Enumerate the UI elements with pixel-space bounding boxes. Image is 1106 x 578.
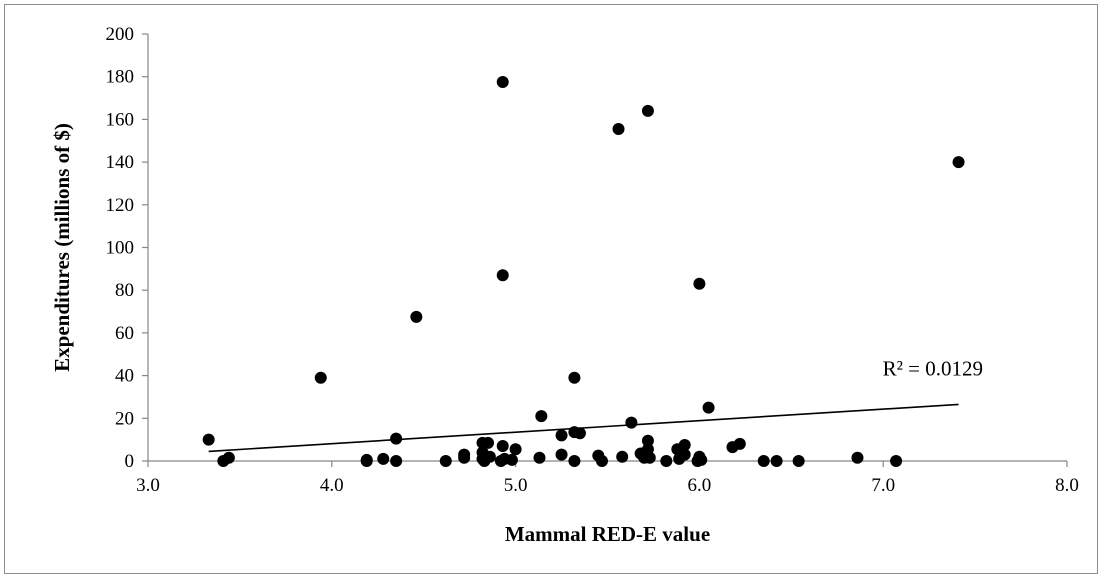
y-tick-label: 20 (115, 408, 134, 429)
data-point (952, 156, 965, 169)
x-tick-label: 6.0 (688, 475, 712, 496)
data-point (496, 269, 509, 282)
labels: 0 20 40 60 80 100 120 140 160 180 200 3.0 4.0 5.0 6.0 7… (50, 24, 1079, 546)
data-point (612, 123, 625, 136)
data-point (390, 455, 403, 467)
data-point (496, 440, 509, 453)
y-tick-label: 120 (106, 195, 135, 216)
y-tick-label: 0 (125, 451, 135, 472)
data-point (792, 455, 805, 467)
data-point (202, 433, 215, 446)
data-point (360, 453, 373, 466)
data-point (695, 453, 708, 466)
x-tick-label: 7.0 (871, 475, 895, 496)
r-squared-annotation: R² = 0.0129 (883, 357, 983, 381)
y-tick-label: 80 (115, 280, 134, 301)
data-point (222, 451, 235, 464)
x-tick-label: 3.0 (136, 475, 160, 496)
y-tick-label: 60 (115, 323, 134, 344)
data-point (573, 427, 586, 440)
data-point (555, 429, 568, 442)
y-tick-label: 140 (106, 152, 135, 173)
data-point (660, 455, 673, 467)
data-point (733, 437, 746, 450)
data-point (770, 455, 783, 467)
x-axis-title: Mammal RED-E value (505, 522, 710, 546)
chart-frame (4, 4, 1098, 574)
data-point (377, 452, 390, 465)
y-tick-label: 100 (106, 238, 135, 259)
data-point (678, 438, 691, 451)
data-point (890, 455, 903, 467)
data-point (482, 436, 495, 449)
data-point (616, 450, 629, 463)
data-point (505, 453, 518, 466)
data-point (314, 371, 327, 384)
y-tick-label: 40 (115, 366, 134, 387)
data-point (678, 448, 691, 461)
x-tick-label: 4.0 (320, 475, 344, 496)
data-point (693, 277, 706, 290)
data-point (641, 434, 654, 447)
data-point (595, 455, 608, 467)
y-tick-label: 160 (106, 109, 135, 130)
data-point (568, 371, 581, 384)
trendline (208, 403, 959, 453)
trendline-group (208, 403, 959, 453)
data-point (458, 451, 471, 464)
data-point (851, 451, 864, 464)
data-point (702, 401, 715, 414)
data-point (533, 451, 546, 464)
data-point (625, 416, 638, 429)
data-point (568, 455, 581, 467)
y-tick-label: 200 (106, 24, 135, 45)
x-tick-label: 5.0 (504, 475, 528, 496)
data-point (555, 448, 568, 461)
data-point (439, 455, 452, 467)
data-point (410, 310, 423, 323)
x-tick-label: 8.0 (1055, 475, 1079, 496)
data-point (535, 410, 548, 423)
data-point (483, 450, 496, 463)
axes (142, 33, 1068, 467)
y-tick-label: 180 (106, 67, 135, 88)
y-axis-title: Expenditures (millions of $) (50, 123, 74, 372)
data-point (641, 104, 654, 117)
data-point (390, 432, 403, 445)
data-point (496, 76, 509, 89)
data-point (509, 443, 522, 456)
data-points (202, 76, 965, 467)
data-point (643, 451, 656, 464)
data-point (757, 455, 770, 467)
